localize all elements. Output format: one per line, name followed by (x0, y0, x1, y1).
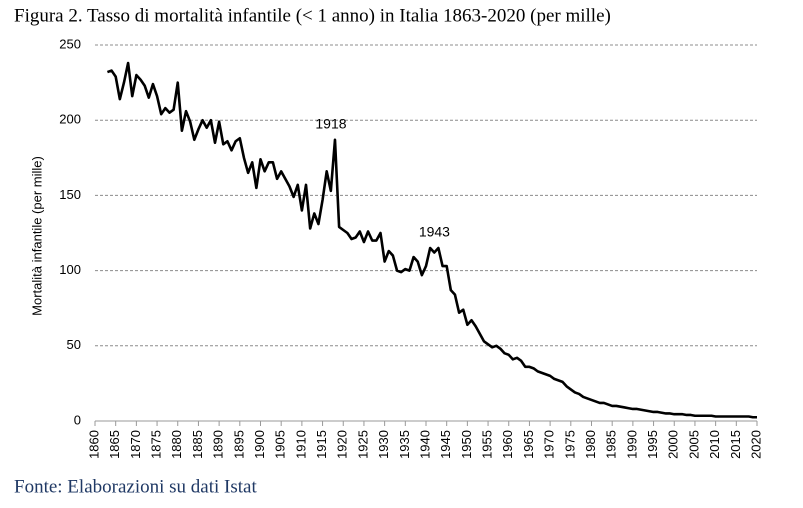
x-tick-label: 1920 (335, 430, 350, 459)
x-tick-label: 1960 (500, 430, 515, 459)
x-tick-label: 1970 (542, 430, 557, 459)
source-note: Fonte: Elaborazioni su dati Istat (14, 476, 257, 497)
x-tick-label: 1885 (190, 430, 205, 459)
y-axis-label: Mortalità infantile (per mille) (29, 156, 44, 316)
x-tick-label: 1950 (459, 430, 474, 459)
x-tick-label: 1995 (645, 430, 660, 459)
annotation: 1943 (419, 224, 450, 240)
x-tick-label: 1875 (149, 430, 164, 459)
y-tick-label: 200 (59, 112, 81, 127)
x-tick-label: 2010 (707, 430, 722, 459)
x-tick-label: 1955 (480, 430, 495, 459)
x-tick-label: 1895 (231, 430, 246, 459)
chart-title: Figura 2. Tasso di mortalità infantile (… (14, 5, 611, 26)
x-tick-label: 1990 (624, 430, 639, 459)
y-tick-label: 250 (59, 36, 81, 51)
y-tick-label: 150 (59, 187, 81, 202)
x-tick-label: 2000 (666, 430, 681, 459)
x-tick-label: 1985 (604, 430, 619, 459)
x-tick-label: 1940 (417, 430, 432, 459)
y-tick-label: 50 (67, 337, 81, 352)
x-tick-label: 1865 (107, 430, 122, 459)
x-tick-label: 1965 (521, 430, 536, 459)
x-tick-label: 2015 (728, 430, 743, 459)
data-line (106, 61, 757, 419)
annotation: 1918 (315, 115, 346, 131)
x-tick-label: 2005 (686, 430, 701, 459)
y-tick-label: 100 (59, 262, 81, 277)
x-tick-label: 1860 (86, 430, 101, 459)
x-tick-label: 1980 (583, 430, 598, 459)
x-tick-label: 1925 (355, 430, 370, 459)
x-tick-label: 1945 (438, 430, 453, 459)
x-tick-label: 1930 (376, 430, 391, 459)
x-tick-label: 1915 (314, 430, 329, 459)
x-tick-label: 1935 (397, 430, 412, 459)
x-tick-label: 1880 (169, 430, 184, 459)
y-tick-label: 0 (74, 412, 81, 427)
x-tick-label: 2020 (748, 430, 763, 459)
x-tick-label: 1890 (211, 430, 226, 459)
x-tick-label: 1910 (293, 430, 308, 459)
x-tick-label: 1905 (273, 430, 288, 459)
x-tick-label: 1900 (252, 430, 267, 459)
x-tick-label: 1975 (562, 430, 577, 459)
x-tick-label: 1870 (128, 430, 143, 459)
